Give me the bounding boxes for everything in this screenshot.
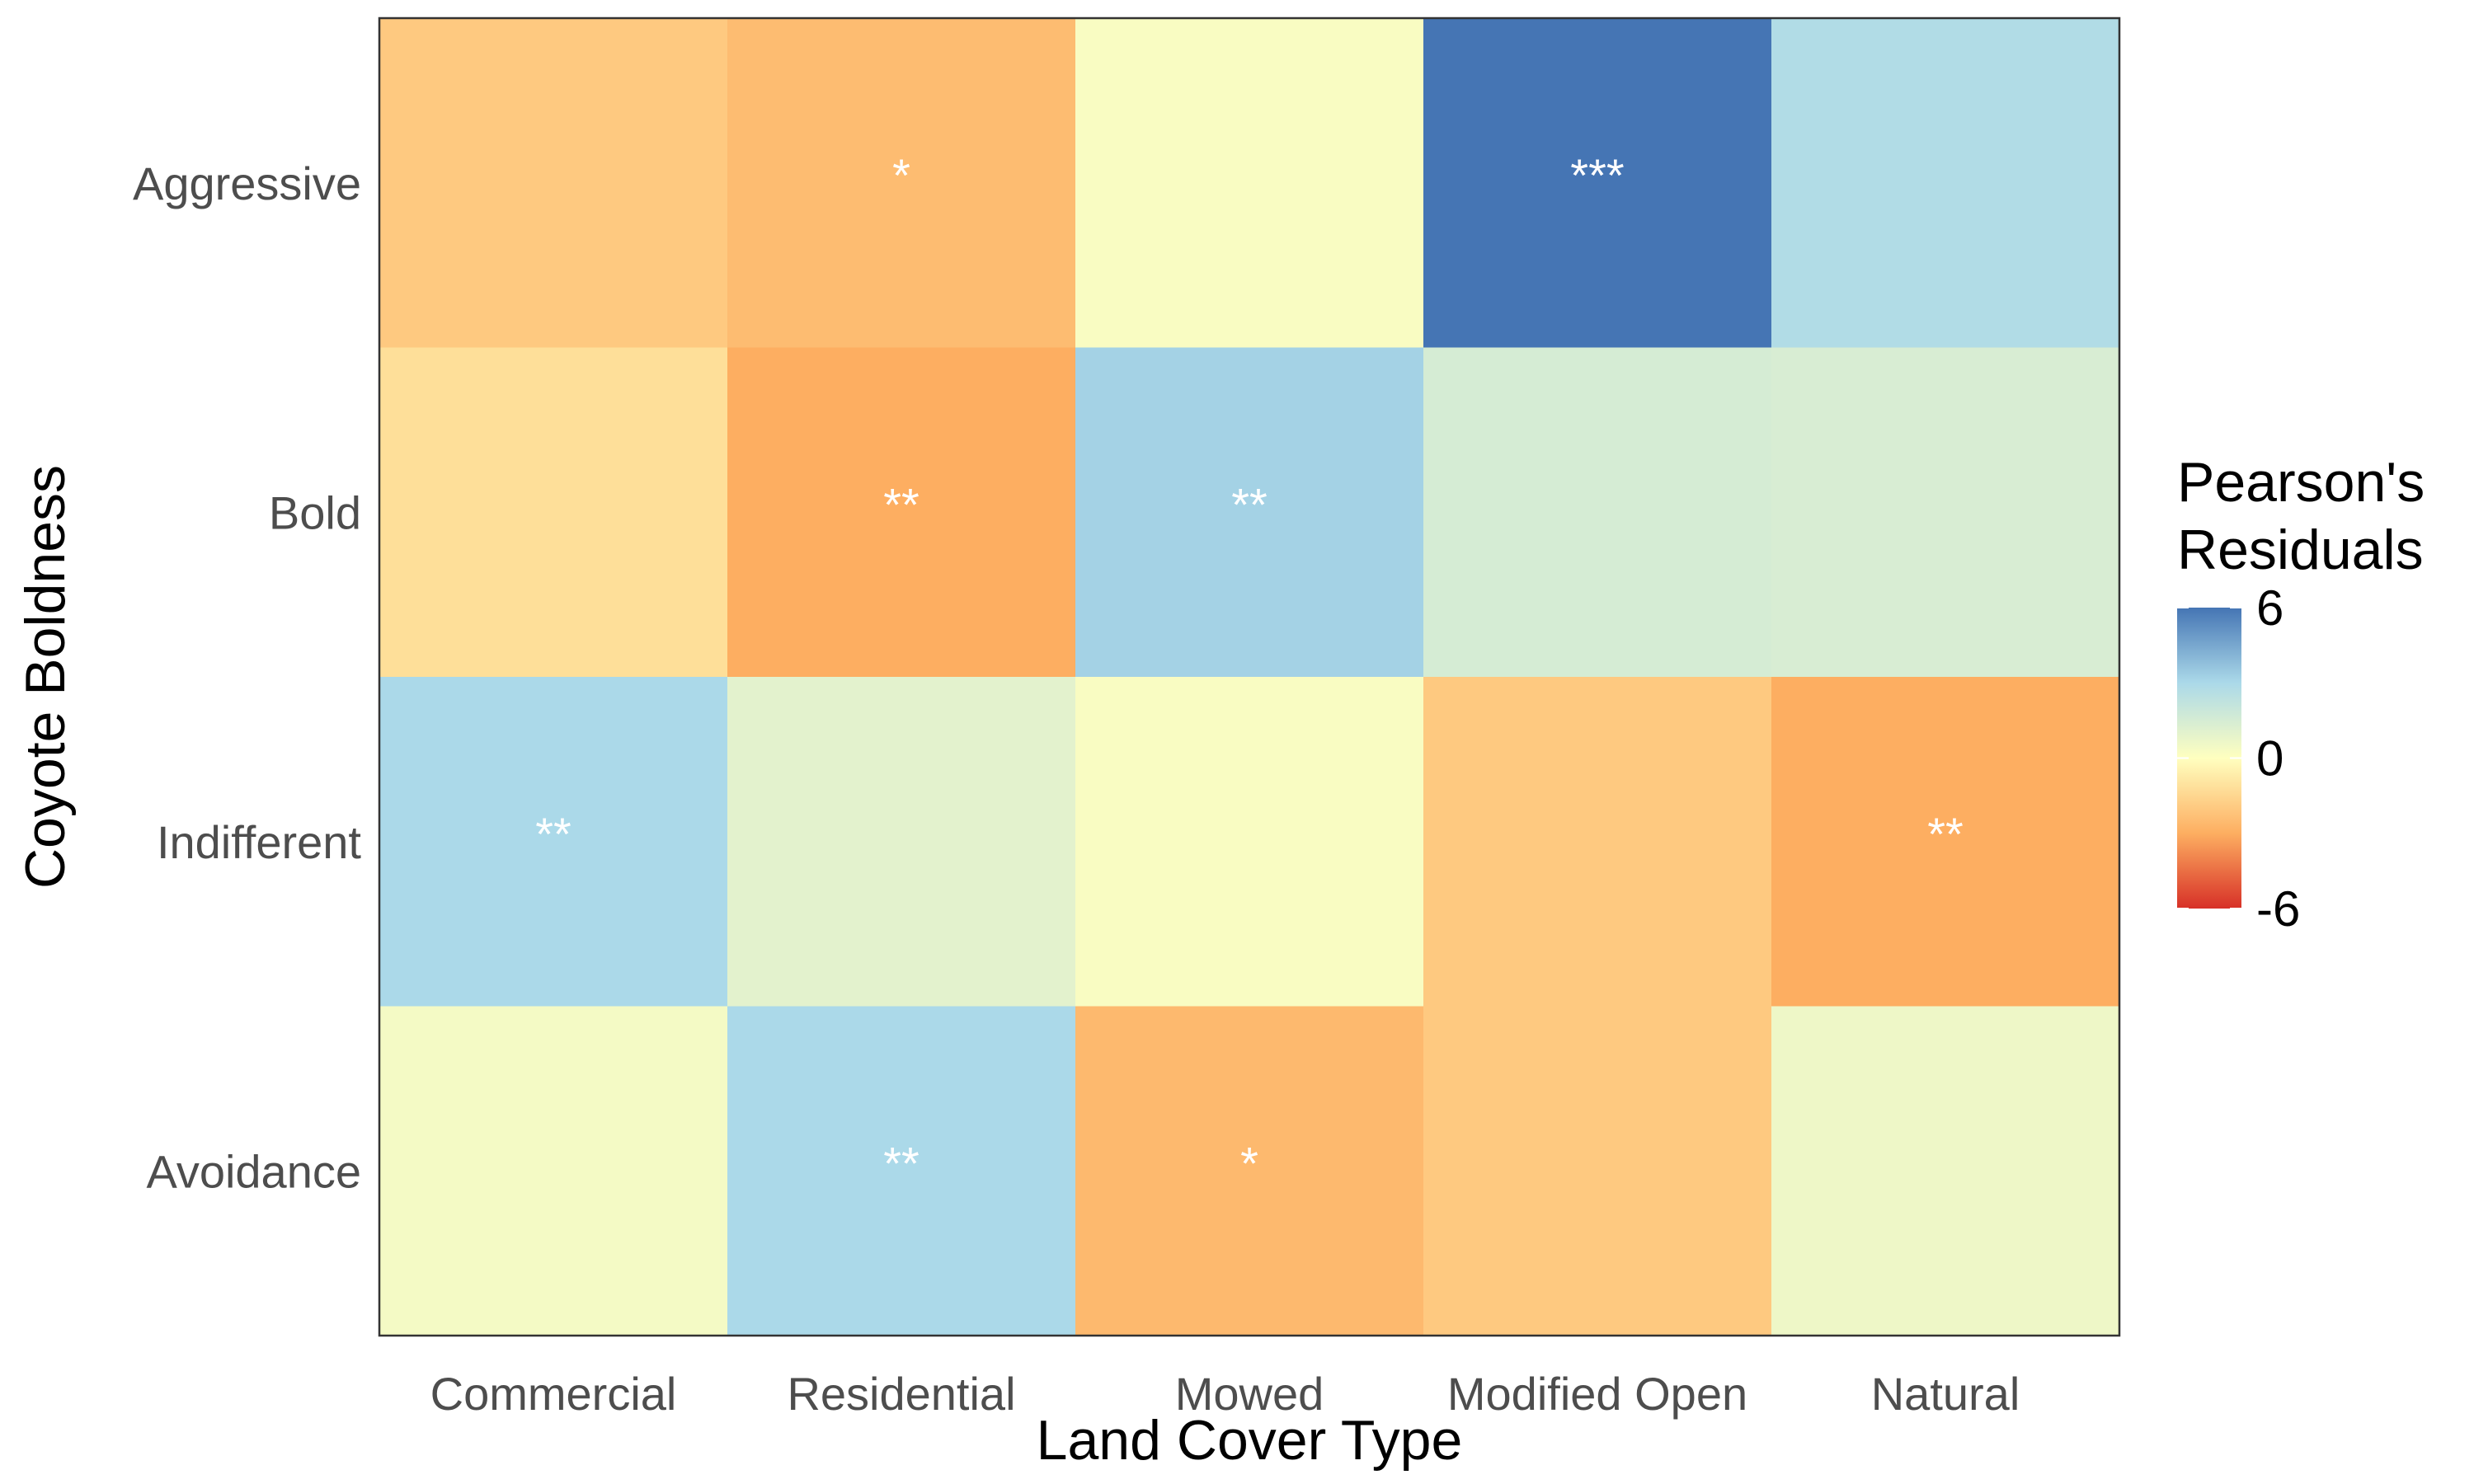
- heatmap-cell: [1075, 347, 1424, 678]
- y-tick-label: Indifferent: [157, 816, 361, 868]
- heatmap-cell: [1771, 18, 2120, 349]
- significance-label: **: [1927, 808, 1964, 860]
- heatmap-cell: [727, 1006, 1076, 1336]
- legend-title-line2: Residuals: [2177, 519, 2424, 581]
- heatmap-cell: [1075, 1006, 1424, 1336]
- significance-label: **: [883, 478, 920, 530]
- x-tick-label: Modified Open: [1447, 1368, 1747, 1420]
- legend-tick-label: 6: [2256, 580, 2284, 636]
- heatmap-cell: [379, 677, 728, 1007]
- significance-label: *: [1240, 1137, 1258, 1189]
- x-tick-label: Residential: [787, 1368, 1015, 1420]
- legend-tick-labels: 6 0 -6: [2177, 580, 2300, 937]
- heatmap-cell: [1771, 347, 2120, 678]
- heatmap-cell: [379, 1006, 728, 1336]
- color-legend: Pearson's Residuals 6 0 -6: [2177, 451, 2425, 937]
- x-axis-tick-labels: Commercial Residential Mowed Modified Open N…: [430, 1368, 2020, 1420]
- heatmap-cell: [727, 18, 1076, 349]
- legend-title-line1: Pearson's: [2177, 451, 2425, 514]
- x-axis-title: Land Cover Type: [1037, 1409, 1463, 1472]
- heatmap-cell: [1423, 18, 1772, 349]
- legend-tick-label: 0: [2256, 731, 2284, 787]
- x-tick-label: Natural: [1871, 1368, 2020, 1420]
- significance-label: ***: [1570, 149, 1624, 201]
- y-axis-tick-labels: Aggressive Bold Indifferent Avoidance: [133, 157, 361, 1198]
- heatmap-cell: [727, 677, 1076, 1007]
- x-tick-label: Mowed: [1175, 1368, 1324, 1420]
- significance-label: **: [883, 1137, 920, 1189]
- heatmap-cell: [727, 347, 1076, 678]
- heatmap-cell: [1423, 347, 1772, 678]
- y-tick-label: Avoidance: [146, 1145, 361, 1197]
- heatmap-cell: [1423, 677, 1772, 1007]
- heatmap-cell: [379, 347, 728, 678]
- significance-label: **: [1231, 478, 1268, 530]
- y-tick-label: Aggressive: [133, 157, 361, 209]
- x-tick-label: Commercial: [430, 1368, 677, 1420]
- significance-label: *: [892, 149, 910, 201]
- significance-label: **: [535, 808, 571, 860]
- heatmap-cell: [379, 18, 728, 349]
- legend-tick-label: -6: [2256, 881, 2300, 937]
- heatmap-cells: * ***** **** **** *: [379, 18, 2120, 1336]
- heatmap-cell: [1771, 677, 2120, 1007]
- heatmap-cell: [1771, 1006, 2120, 1336]
- y-axis-title: Coyote Boldness: [14, 465, 77, 889]
- heatmap-cell: [1423, 1006, 1772, 1336]
- heatmap-cell: [1075, 18, 1424, 349]
- panel-border: [378, 16, 2121, 1337]
- heatmap-cell: [1075, 677, 1424, 1007]
- y-tick-label: Bold: [269, 486, 361, 538]
